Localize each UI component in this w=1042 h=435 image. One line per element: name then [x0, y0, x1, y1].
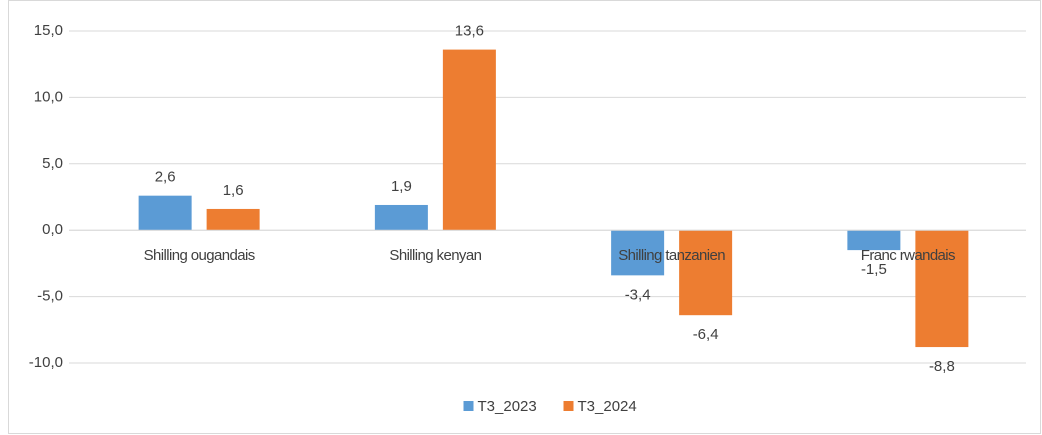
bar: [138, 195, 192, 231]
bar: [847, 230, 901, 251]
y-tick-label: -5,0: [37, 288, 63, 305]
y-tick-label: 10,0: [34, 88, 63, 105]
bar: [442, 49, 496, 231]
value-label: -1,5: [861, 261, 887, 278]
bar: [611, 230, 665, 276]
x-tick-label: Shilling kenyan: [389, 247, 481, 264]
legend-label: T3_2024: [578, 398, 637, 415]
value-label: -3,4: [625, 286, 651, 303]
x-tick-label: Franc rwandais: [861, 247, 955, 264]
legend-swatch: [463, 401, 474, 411]
y-tick-label: 0,0: [42, 221, 63, 238]
bar: [206, 208, 260, 231]
legend-label: T3_2023: [478, 398, 537, 415]
value-label: -6,4: [693, 326, 719, 343]
value-label: 1,9: [391, 178, 412, 195]
bar: [915, 230, 969, 348]
x-tick-label: Shilling tanzanien: [618, 247, 725, 264]
legend-swatch: [563, 401, 574, 411]
bar: [679, 230, 733, 316]
bar: [374, 204, 428, 231]
x-tick-label: Shilling ougandais: [144, 247, 255, 264]
y-tick-label: 5,0: [42, 155, 63, 172]
y-tick-label: 15,0: [34, 22, 63, 39]
value-label: -8,8: [929, 358, 955, 375]
value-label: 2,6: [155, 169, 176, 186]
value-label: 13,6: [455, 23, 484, 40]
value-label: 1,6: [223, 182, 244, 199]
y-tick-label: -10,0: [29, 354, 63, 371]
